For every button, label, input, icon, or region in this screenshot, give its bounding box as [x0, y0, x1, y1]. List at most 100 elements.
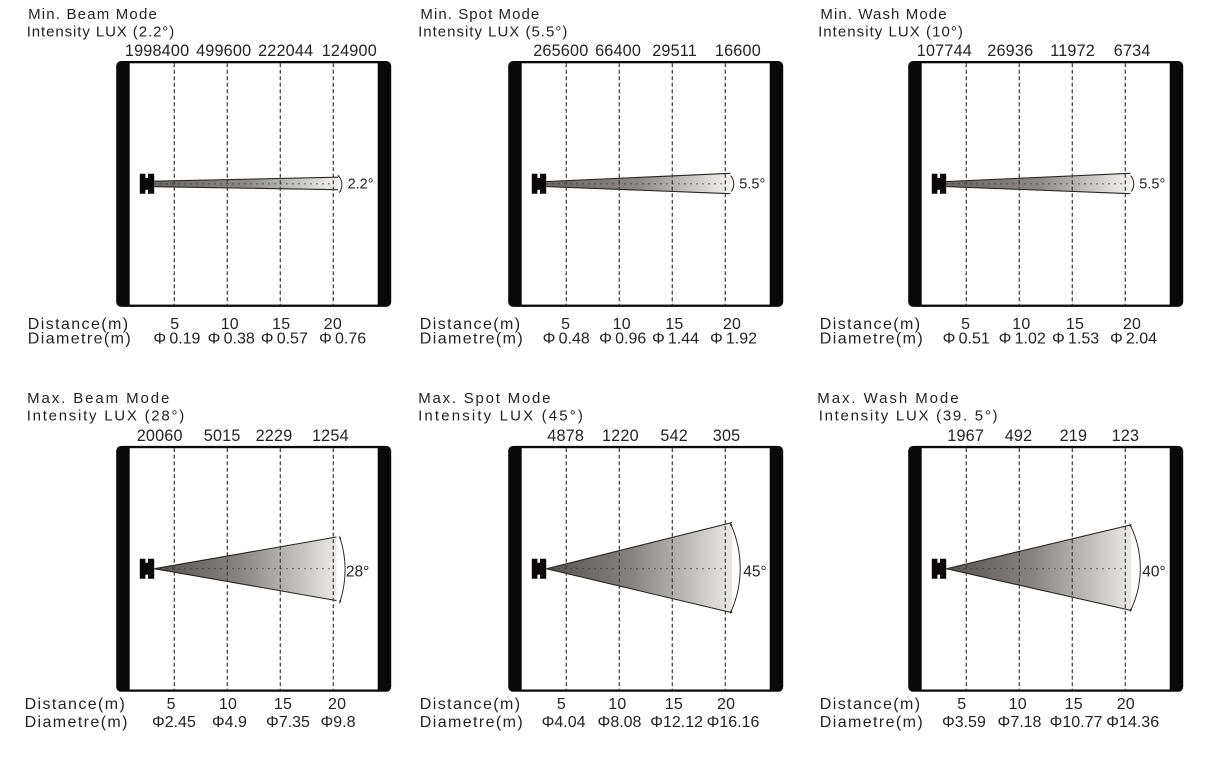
svg-text:15: 15	[665, 316, 683, 333]
svg-text:Intensity LUX (5.5°): Intensity LUX (5.5°)	[418, 24, 568, 41]
svg-text:16600: 16600	[715, 42, 761, 60]
svg-text:Φ 0.19: Φ 0.19	[153, 331, 200, 348]
svg-text:Φ7.35: Φ7.35	[266, 714, 310, 731]
svg-text:Min. Beam Mode: Min. Beam Mode	[28, 6, 158, 23]
svg-text:Φ2.45: Φ2.45	[152, 714, 196, 731]
svg-text:2229: 2229	[256, 427, 293, 445]
svg-text:Φ10.77: Φ10.77	[1050, 714, 1103, 731]
svg-text:Diametre(m): Diametre(m)	[25, 714, 129, 731]
svg-text:5015: 5015	[204, 427, 241, 445]
svg-text:5: 5	[170, 316, 179, 333]
svg-text:1967: 1967	[947, 427, 984, 445]
svg-text:1220: 1220	[602, 427, 639, 445]
svg-text:Φ 1.02: Φ 1.02	[999, 331, 1046, 348]
svg-text:Φ4.9: Φ4.9	[212, 714, 247, 731]
svg-text:11972: 11972	[1050, 42, 1095, 60]
svg-text:Φ 0.38: Φ 0.38	[208, 331, 255, 348]
svg-text:10: 10	[1012, 316, 1030, 333]
svg-text:Distance(m): Distance(m)	[25, 696, 127, 713]
svg-text:Φ16.16: Φ16.16	[707, 714, 760, 731]
svg-text:10: 10	[1009, 696, 1027, 713]
svg-text:Φ 1.53: Φ 1.53	[1052, 331, 1099, 348]
svg-text:Diametre(m): Diametre(m)	[820, 331, 924, 348]
svg-text:Φ 0.48: Φ 0.48	[543, 331, 590, 348]
svg-text:265600: 265600	[533, 42, 588, 60]
svg-text:10: 10	[613, 316, 631, 333]
svg-text:Min. Wash Mode: Min. Wash Mode	[820, 6, 947, 23]
svg-text:Φ4.04: Φ4.04	[542, 714, 586, 731]
svg-text:Diametre(m): Diametre(m)	[28, 331, 132, 348]
svg-text:Φ 1.92: Φ 1.92	[710, 331, 757, 348]
svg-text:28°: 28°	[346, 564, 369, 581]
svg-text:Diametre(m): Diametre(m)	[420, 714, 524, 731]
svg-text:Φ8.08: Φ8.08	[598, 714, 642, 731]
svg-text:26936: 26936	[987, 42, 1033, 60]
svg-text:15: 15	[665, 696, 683, 713]
svg-text:Φ14.36: Φ14.36	[1106, 714, 1159, 731]
svg-text:15: 15	[1065, 696, 1083, 713]
svg-text:6734: 6734	[1114, 42, 1151, 60]
svg-text:10: 10	[221, 316, 239, 333]
svg-text:Φ3.59: Φ3.59	[942, 714, 986, 731]
svg-text:123: 123	[1112, 427, 1140, 445]
svg-text:10: 10	[608, 696, 626, 713]
svg-text:20: 20	[723, 316, 741, 333]
svg-text:2.2°: 2.2°	[348, 177, 374, 193]
svg-text:Diametre(m): Diametre(m)	[420, 331, 524, 348]
svg-text:Intensity LUX (10°): Intensity LUX (10°)	[818, 24, 964, 41]
svg-text:Φ 2.04: Φ 2.04	[1110, 331, 1157, 348]
svg-text:40°: 40°	[1142, 563, 1165, 580]
svg-text:1998400: 1998400	[125, 42, 189, 60]
svg-text:Distance(m): Distance(m)	[28, 316, 130, 333]
svg-text:219: 219	[1060, 427, 1088, 445]
svg-text:20: 20	[717, 696, 735, 713]
svg-text:5: 5	[557, 696, 566, 713]
svg-text:5.5°: 5.5°	[739, 177, 765, 193]
svg-text:Φ 0.76: Φ 0.76	[319, 331, 366, 348]
svg-text:124900: 124900	[322, 42, 377, 60]
svg-text:20: 20	[324, 316, 342, 333]
svg-text:45°: 45°	[743, 563, 766, 580]
svg-text:1254: 1254	[312, 427, 349, 445]
svg-text:Distance(m): Distance(m)	[820, 316, 922, 333]
svg-text:15: 15	[1066, 316, 1084, 333]
svg-text:Intensity LUX (45°): Intensity LUX (45°)	[418, 408, 585, 425]
svg-text:492: 492	[1005, 427, 1033, 445]
svg-text:5: 5	[957, 696, 966, 713]
svg-text:Φ9.8: Φ9.8	[320, 714, 355, 731]
svg-text:305: 305	[713, 427, 741, 445]
svg-text:5: 5	[561, 316, 570, 333]
svg-text:542: 542	[660, 427, 688, 445]
svg-text:107744: 107744	[917, 42, 972, 60]
svg-text:Max. Beam Mode: Max. Beam Mode	[27, 390, 171, 407]
svg-text:Φ 0.51: Φ 0.51	[943, 331, 990, 348]
svg-text:4878: 4878	[547, 427, 584, 445]
svg-text:15: 15	[272, 316, 290, 333]
svg-text:Φ7.18: Φ7.18	[998, 714, 1042, 731]
svg-text:Distance(m): Distance(m)	[420, 316, 522, 333]
svg-text:15: 15	[274, 696, 292, 713]
svg-text:Φ12.12: Φ12.12	[650, 714, 703, 731]
svg-text:20: 20	[1117, 696, 1135, 713]
svg-text:Φ 1.44: Φ 1.44	[652, 331, 699, 348]
svg-text:Intensity LUX (28°): Intensity LUX (28°)	[27, 408, 186, 425]
svg-text:5: 5	[961, 316, 970, 333]
svg-text:Intensity LUX (2.2°): Intensity LUX (2.2°)	[27, 24, 175, 41]
svg-text:Φ 0.57: Φ 0.57	[261, 331, 308, 348]
svg-text:Distance(m): Distance(m)	[420, 696, 522, 713]
svg-text:Distance(m): Distance(m)	[820, 696, 922, 713]
svg-text:Max. Wash Mode: Max. Wash Mode	[817, 390, 960, 407]
svg-text:Max. Spot Mode: Max. Spot Mode	[418, 390, 552, 407]
svg-text:222044: 222044	[258, 42, 313, 60]
svg-text:5.5°: 5.5°	[1139, 177, 1165, 193]
svg-text:20: 20	[328, 696, 346, 713]
svg-text:66400: 66400	[595, 42, 641, 60]
svg-text:499600: 499600	[196, 42, 251, 60]
svg-text:Min. Spot Mode: Min. Spot Mode	[420, 6, 540, 23]
svg-text:Φ 0.96: Φ 0.96	[599, 331, 646, 348]
svg-text:5: 5	[167, 696, 176, 713]
svg-text:29511: 29511	[652, 42, 697, 60]
svg-text:10: 10	[219, 696, 237, 713]
svg-text:20060: 20060	[137, 427, 183, 445]
svg-text:20: 20	[1123, 316, 1141, 333]
